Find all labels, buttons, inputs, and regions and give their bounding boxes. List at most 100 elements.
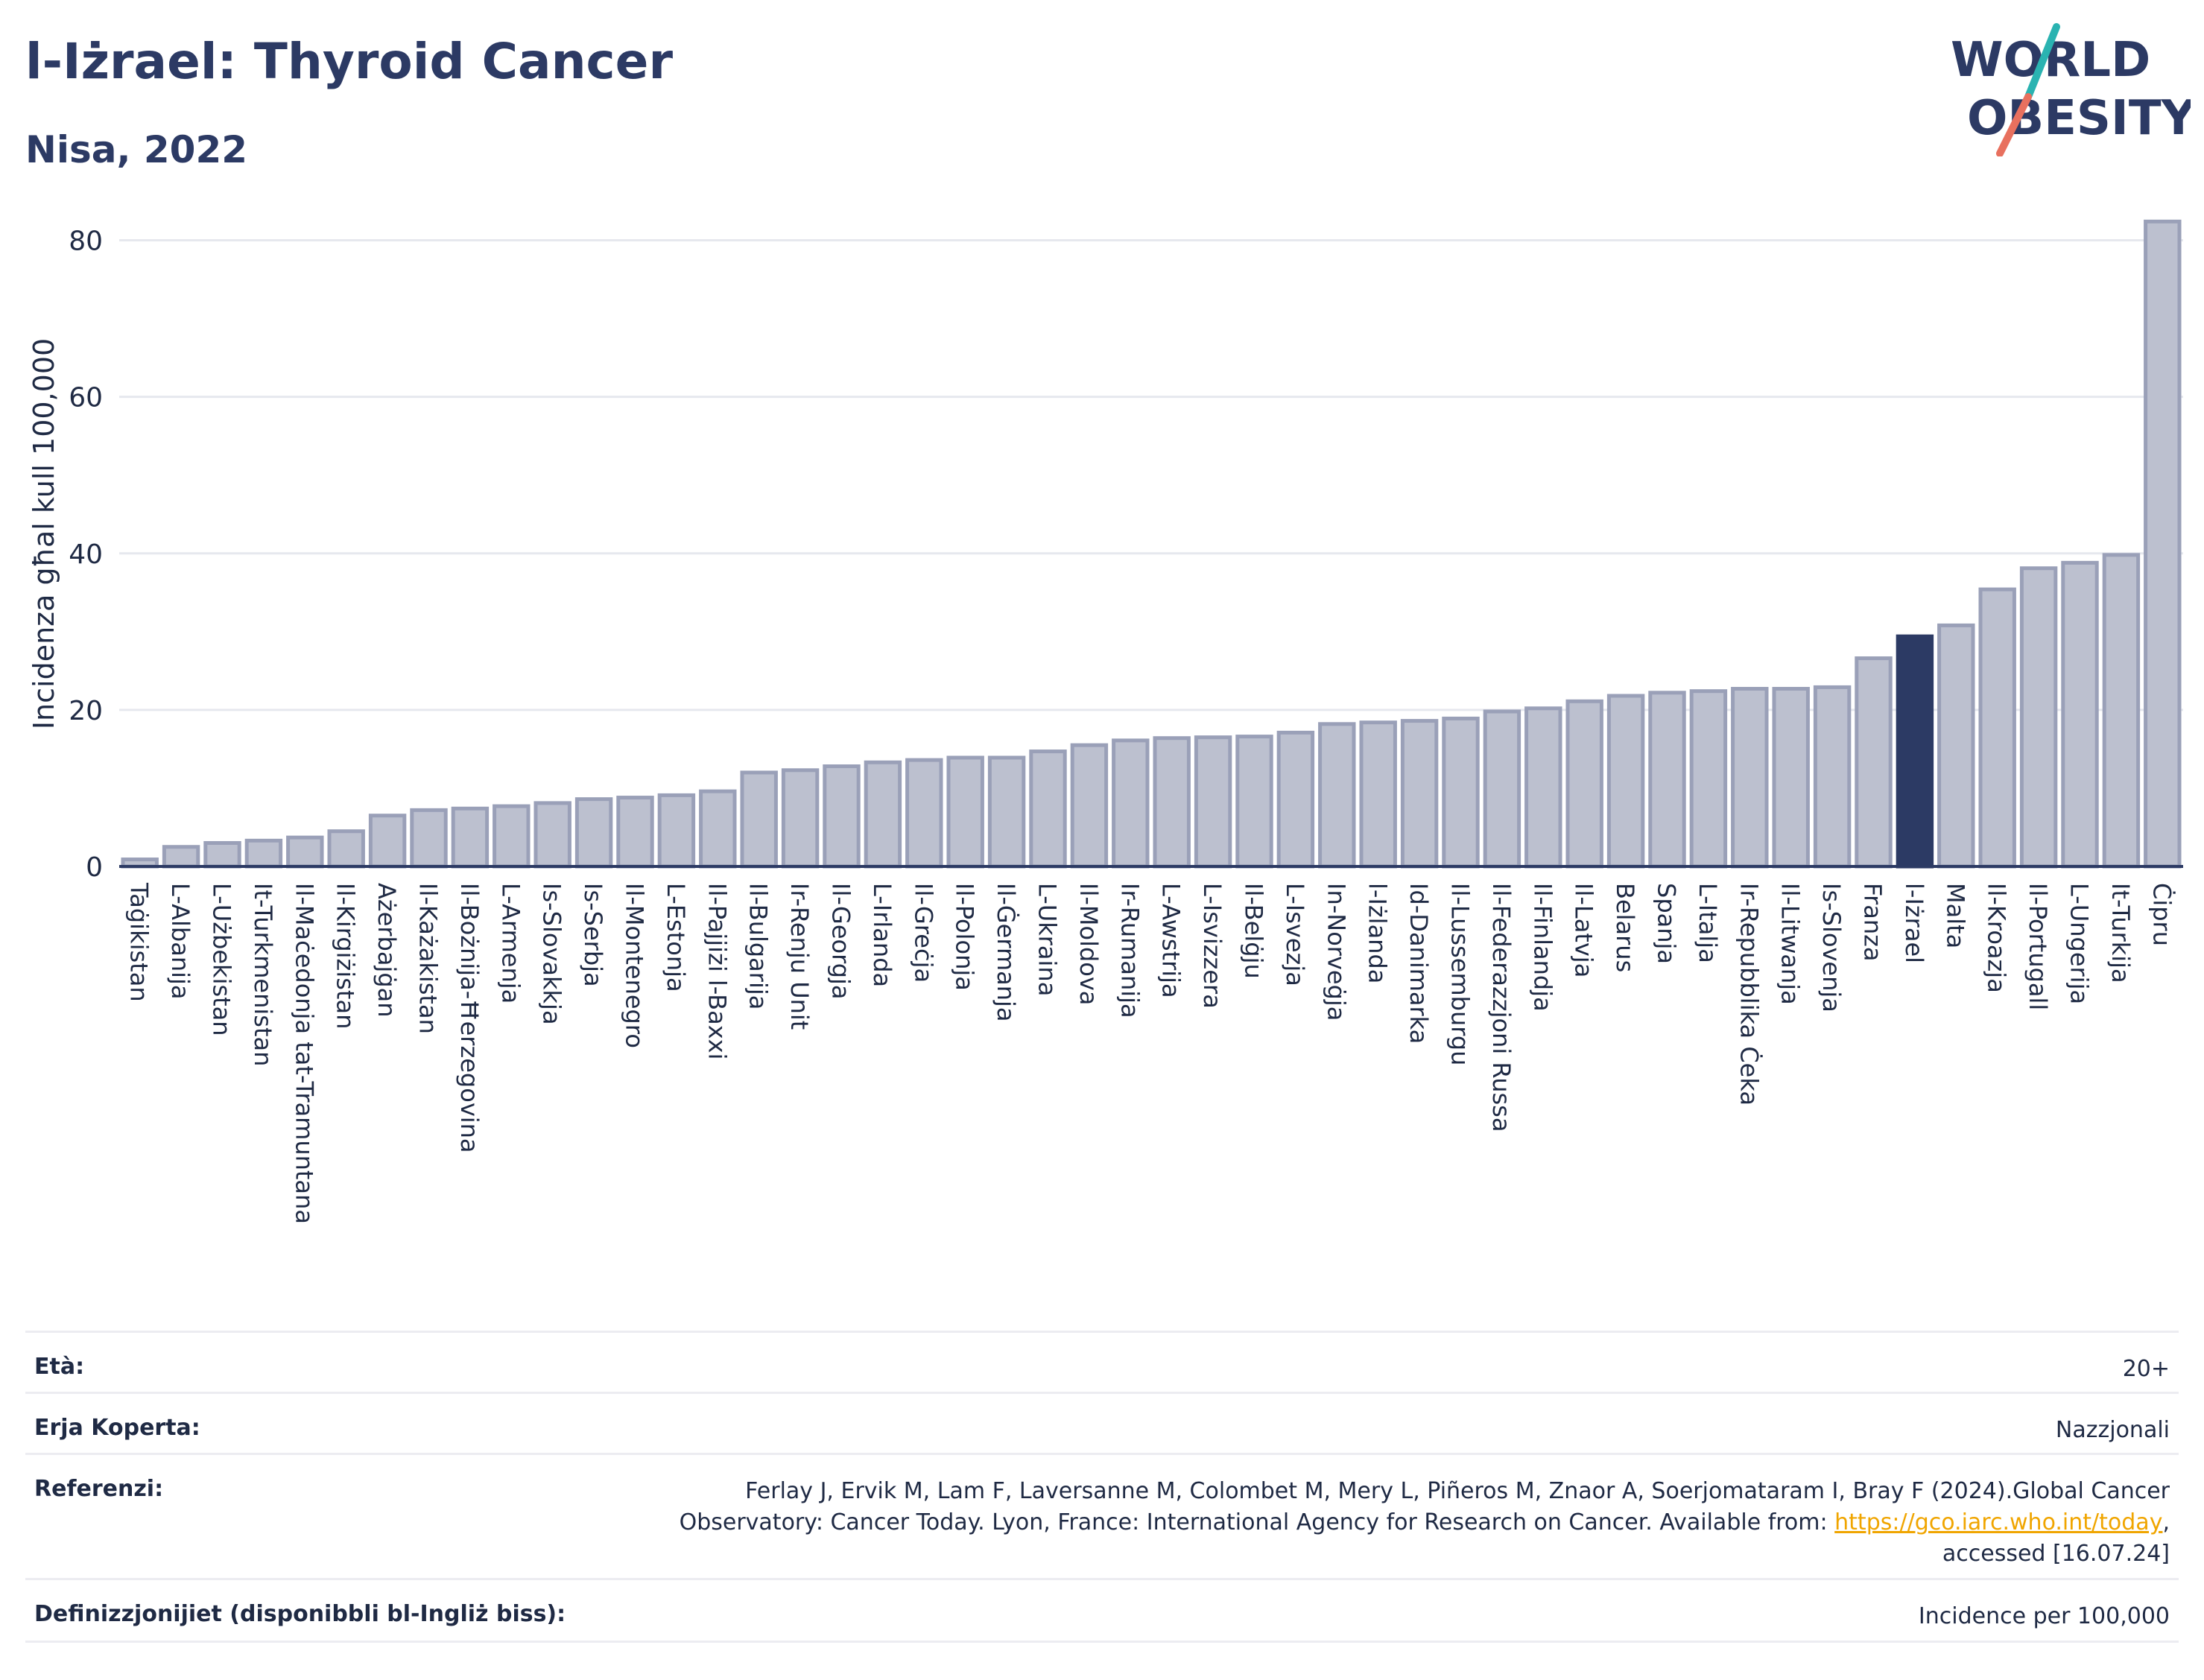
chart-subtitle: Nisa, 2022	[25, 128, 248, 171]
y-tick-label: 80	[69, 226, 103, 257]
logo-slash-red	[1996, 93, 2032, 156]
bar[interactable]	[327, 829, 365, 869]
x-tick-label: Il-Bulgarija	[744, 883, 773, 1009]
bar-chart: 0 20 40 60 80 Taġikistan L-Albanija L-Użbekist…	[28, 219, 2183, 1224]
bar[interactable]	[905, 758, 943, 869]
bar[interactable]	[2102, 553, 2141, 869]
bar[interactable]	[1318, 722, 1356, 869]
bar[interactable]	[1606, 694, 1645, 869]
x-tick-label: l-Iżrael	[1900, 883, 1928, 963]
bar[interactable]	[1359, 720, 1397, 869]
bar[interactable]	[1400, 719, 1439, 869]
x-tick-label: Il-Każakistan	[414, 883, 443, 1034]
x-tick-label: Ażerbajġan	[373, 883, 401, 1018]
x-tick-label: Il-Portugall	[2024, 883, 2052, 1010]
x-tick-label: Il-Kroazja	[1983, 883, 2011, 993]
bar[interactable]	[1978, 587, 2016, 869]
x-tick-label: Ir-Renju Unit	[785, 883, 814, 1030]
bar[interactable]	[740, 770, 778, 869]
bar[interactable]	[162, 845, 200, 869]
x-tick-label: L-Ungerija	[2065, 883, 2094, 1004]
bar[interactable]	[823, 764, 861, 869]
bar[interactable]	[533, 801, 571, 869]
x-tick-label: L-Użbekistan	[208, 883, 236, 1036]
x-tick-label: Il-Kirgiżistan	[332, 883, 360, 1029]
meta-bottom-divider	[25, 1641, 2179, 1643]
bar[interactable]	[493, 804, 531, 869]
chart-title: l-Iżrael: Thyroid Cancer	[25, 33, 673, 90]
bar[interactable]	[1029, 749, 1067, 869]
meta-references-row: Referenzi: Ferlay J, Ervik M, Lam F, Lav…	[25, 1453, 2179, 1580]
bar[interactable]	[1896, 634, 1934, 869]
x-tick-label: Il-Federazzjoni Russa	[1487, 883, 1516, 1132]
meta-age-row: Età: 20+	[25, 1331, 2179, 1394]
bar[interactable]	[1855, 656, 1893, 869]
ref-line-1: Ferlay J, Ervik M, Lam F, Laversanne M, …	[745, 1478, 2170, 1504]
x-tick-label: Il-Maċedonja tat-Tramuntana	[290, 883, 318, 1224]
meta-area-row: Erja Koperta: Nazzjonali	[25, 1392, 2179, 1455]
bar[interactable]	[203, 840, 241, 869]
y-tick-label: 40	[69, 539, 103, 570]
bar[interactable]	[1442, 716, 1480, 869]
y-tick-label: 20	[69, 696, 103, 726]
bar[interactable]	[1235, 735, 1273, 869]
x-tick-label: Malta	[1941, 883, 1969, 948]
bar[interactable]	[781, 768, 820, 869]
bar[interactable]	[2019, 566, 2058, 869]
bar[interactable]	[1731, 687, 1769, 869]
x-tick-label: L-Irlanda	[868, 883, 896, 987]
x-tick-label: Il-Latvja	[1570, 883, 1598, 977]
meta-age-label: Età:	[34, 1354, 85, 1380]
bar[interactable]	[1483, 709, 1521, 869]
x-tick-label: Il-Montenegro	[621, 883, 649, 1048]
bar[interactable]	[1937, 623, 1975, 869]
meta-age-value: 20+	[2122, 1356, 2170, 1382]
bar[interactable]	[1153, 736, 1191, 869]
bar[interactable]	[1648, 691, 1686, 869]
x-tick-label: Il-Georgja	[827, 883, 855, 1000]
bar[interactable]	[368, 814, 407, 869]
x-tick-label: Ċipru	[2147, 883, 2176, 946]
x-tick-label: L-Estonja	[662, 883, 690, 992]
meta-definitions-label: Definizzjonijiet (disponibbli bl-Ingliż …	[34, 1601, 566, 1627]
x-tick-label: Il-Polonja	[951, 883, 979, 991]
world-obesity-logo: WORLD OBESITY	[1951, 23, 2191, 156]
bar[interactable]	[946, 755, 984, 869]
bar[interactable]	[1112, 738, 1150, 869]
bar[interactable]	[657, 793, 696, 869]
x-tick-label: Il-Ġermanja	[992, 883, 1020, 1022]
x-tick-label: L-Armenja	[496, 883, 525, 1004]
meta-definitions-row: Definizzjonijiet (disponibbli bl-Ingliż …	[25, 1578, 2179, 1643]
bar[interactable]	[1276, 730, 1315, 869]
bar[interactable]	[2061, 560, 2099, 869]
bar[interactable]	[1689, 689, 1728, 869]
x-tick-label: L-Isvizzera	[1198, 883, 1226, 1009]
bar[interactable]	[286, 835, 324, 869]
x-tick-label: L-Albanija	[166, 883, 194, 999]
bar[interactable]	[1194, 735, 1232, 869]
bar[interactable]	[1070, 743, 1109, 869]
bar[interactable]	[1524, 706, 1562, 869]
x-tick-label: Is-Slovenja	[1817, 883, 1846, 1012]
bar[interactable]	[574, 797, 613, 869]
bar[interactable]	[410, 808, 448, 869]
bar[interactable]	[451, 806, 490, 869]
x-tick-label: Il-Litwanja	[1776, 883, 1805, 1005]
bar[interactable]	[1565, 699, 1603, 869]
logo-slash-teal	[2024, 23, 2060, 101]
bar[interactable]	[1772, 687, 1810, 869]
x-tick-label: Il-Belġju	[1240, 883, 1268, 979]
bar[interactable]	[1813, 685, 1852, 869]
y-axis-label: Incidenza għal kull 100,000	[28, 338, 60, 729]
bar[interactable]	[2144, 219, 2182, 869]
x-tick-label: Il-Greċja	[909, 883, 937, 983]
x-tick-label: Id-Danimarka	[1405, 883, 1433, 1044]
bar[interactable]	[987, 755, 1026, 869]
bars	[121, 219, 2182, 869]
bar[interactable]	[616, 796, 654, 869]
ref-link[interactable]: https://gco.iarc.who.int/today	[1834, 1509, 2163, 1535]
bar[interactable]	[244, 838, 283, 869]
bar[interactable]	[699, 789, 737, 869]
x-tick-label: Franza	[1859, 883, 1887, 962]
bar[interactable]	[864, 760, 902, 869]
